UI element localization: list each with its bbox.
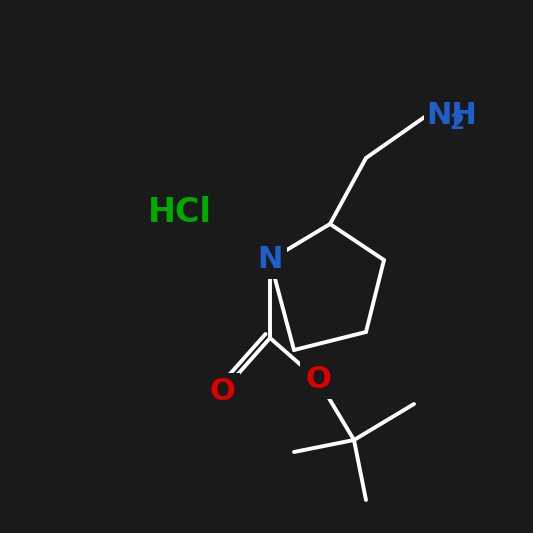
Text: N: N <box>257 246 282 274</box>
Text: O: O <box>305 366 331 394</box>
Text: NH: NH <box>426 101 477 131</box>
Text: O: O <box>209 377 235 407</box>
Text: HCl: HCl <box>148 196 212 229</box>
Text: 2: 2 <box>449 112 464 133</box>
